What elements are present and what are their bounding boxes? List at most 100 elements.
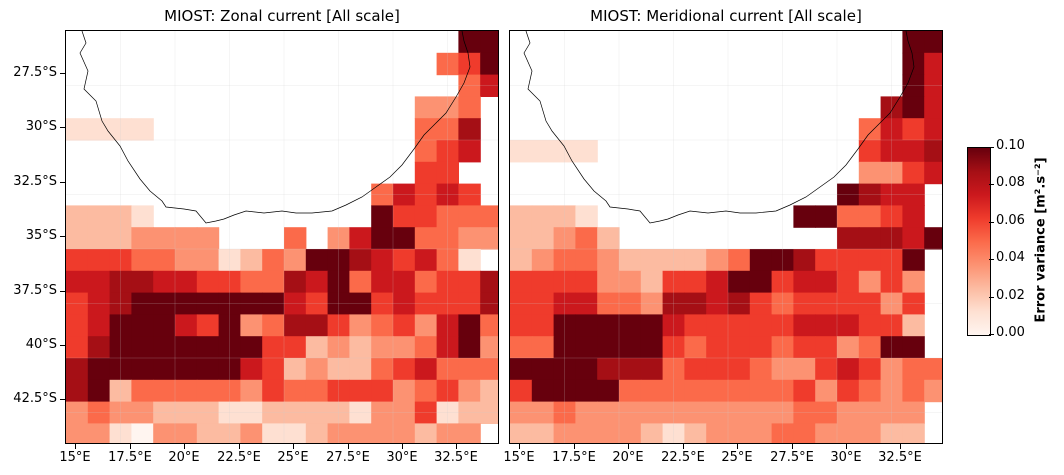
- zonal-cell: [131, 292, 154, 315]
- coastline: [523, 31, 915, 224]
- meridional-cell: [553, 205, 576, 228]
- meridional-cell: [553, 336, 576, 359]
- zonal-cell: [458, 292, 481, 315]
- zonal-cell: [131, 401, 154, 424]
- colorbar-tick-label: 0.04: [996, 250, 1025, 265]
- meridional-cell: [837, 336, 860, 359]
- meridional-cell: [640, 358, 664, 381]
- zonal-cell: [218, 292, 241, 315]
- zonal-cell: [66, 249, 89, 272]
- zonal-cell: [393, 423, 416, 443]
- meridional-cell: [510, 423, 533, 443]
- meridional-cell: [858, 118, 882, 141]
- zonal-cell: [371, 292, 394, 315]
- meridional-cell: [706, 423, 729, 443]
- zonal-cell: [436, 96, 459, 119]
- zonal-cell: [327, 227, 350, 250]
- zonal-cell: [196, 401, 220, 424]
- meridional-cell: [749, 423, 773, 443]
- zonal-cell: [414, 423, 438, 443]
- zonal-cell: [131, 314, 154, 337]
- zonal-cell: [153, 227, 176, 250]
- zonal-cell: [458, 270, 481, 294]
- lat-tick-label: 40°S: [25, 337, 57, 352]
- zonal-cell: [131, 379, 154, 403]
- meridional-cell: [510, 140, 533, 163]
- meridional-cell: [662, 314, 685, 337]
- meridional-cell: [902, 336, 925, 359]
- zonal-cell: [436, 118, 459, 141]
- zonal-cell: [284, 379, 307, 403]
- zonal-cell: [240, 292, 263, 315]
- zonal-cell: [480, 358, 498, 381]
- meridional-cell: [924, 358, 942, 381]
- meridional-cell: [924, 52, 942, 76]
- meridional-cell: [662, 379, 685, 403]
- zonal-cell: [109, 379, 132, 403]
- zonal-cell: [327, 292, 350, 315]
- meridional-cell: [880, 205, 903, 228]
- meridional-cell: [880, 401, 903, 424]
- meridional-cell: [880, 358, 903, 381]
- lon-tick-label: 20°E: [168, 450, 200, 465]
- meridional-cell: [553, 249, 576, 272]
- meridional-cell: [597, 314, 620, 337]
- zonal-cell: [66, 423, 89, 443]
- zonal-cell: [196, 314, 220, 337]
- zonal-cell: [87, 118, 111, 141]
- meridional-cell: [575, 401, 598, 424]
- zonal-cell: [131, 227, 154, 250]
- meridional-cell: [728, 401, 751, 424]
- zonal-cell: [153, 423, 176, 443]
- zonal-cell: [458, 227, 481, 250]
- colorbar-tick-label: 0.10: [996, 138, 1025, 153]
- zonal-cell: [480, 227, 498, 250]
- meridional-cell: [858, 270, 882, 294]
- zonal-cell: [349, 336, 372, 359]
- zonal-cell: [240, 249, 263, 272]
- meridional-cell: [706, 314, 729, 337]
- lon-tick-label: 32.5°E: [878, 450, 922, 465]
- zonal-cell: [327, 423, 350, 443]
- zonal-cell: [284, 336, 307, 359]
- zonal-cell: [87, 379, 111, 403]
- meridional-cell: [510, 358, 533, 381]
- meridional-cell: [662, 270, 685, 294]
- zonal-cell: [371, 358, 394, 381]
- meridional-cell: [662, 336, 685, 359]
- zonal-cell: [393, 401, 416, 424]
- lon-tick-mark: [519, 444, 520, 449]
- meridional-cell: [640, 270, 664, 294]
- zonal-cell: [240, 379, 263, 403]
- meridional-cell: [793, 249, 816, 272]
- zonal-cell: [305, 423, 329, 443]
- meridional-cell: [553, 401, 576, 424]
- zonal-cell: [436, 423, 459, 443]
- meridional-cell: [684, 401, 707, 424]
- zonal-cell: [371, 423, 394, 443]
- meridional-cell: [553, 314, 576, 337]
- lon-tick-label: 25°E: [721, 450, 753, 465]
- zonal-cell: [436, 205, 459, 228]
- lat-tick-mark: [60, 345, 65, 346]
- zonal-cell: [284, 358, 307, 381]
- zonal-cell: [371, 183, 394, 206]
- lon-tick-mark: [846, 444, 847, 449]
- zonal-cell: [480, 379, 498, 403]
- lat-tick-label: 37.5°S: [13, 283, 57, 298]
- lon-tick-label: 32.5°E: [434, 450, 478, 465]
- meridional-cell: [924, 379, 942, 403]
- lat-tick-mark: [60, 127, 65, 128]
- zonal-cell: [480, 52, 498, 76]
- meridional-cell: [553, 358, 576, 381]
- zonal-cell: [393, 379, 416, 403]
- zonal-cell: [414, 118, 438, 141]
- meridional-cell: [531, 140, 555, 163]
- zonal-cell: [109, 423, 132, 443]
- zonal-cell: [109, 227, 132, 250]
- meridional-cell: [837, 358, 860, 381]
- lat-tick-label: 30°S: [25, 119, 57, 134]
- meridional-cell: [531, 379, 555, 403]
- zonal-cell: [393, 336, 416, 359]
- lon-tick-label: 22.5°E: [661, 450, 705, 465]
